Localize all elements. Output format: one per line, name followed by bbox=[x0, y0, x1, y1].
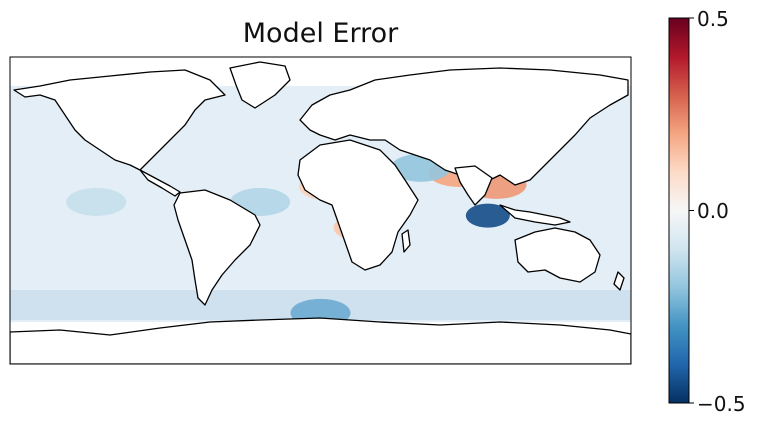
central-america-outline bbox=[139, 169, 181, 197]
greenland-outline bbox=[229, 61, 291, 109]
antarctica-outline bbox=[10, 317, 631, 364]
colorbar-label-max: 0.5 bbox=[697, 7, 729, 31]
south-america-outline bbox=[173, 189, 261, 306]
north-america-outline bbox=[13, 69, 226, 171]
colorbar-ticks bbox=[689, 17, 694, 404]
error-cell-10 bbox=[66, 187, 127, 216]
india-outline bbox=[454, 165, 493, 206]
africa-outline bbox=[297, 139, 419, 271]
new-zealand-outline bbox=[613, 271, 625, 291]
coastlines bbox=[10, 61, 631, 364]
colorbar bbox=[668, 17, 690, 404]
error-cell-7 bbox=[465, 203, 510, 228]
australia-outline bbox=[514, 227, 601, 283]
madagascar-outline bbox=[401, 229, 411, 253]
map-frame bbox=[9, 56, 632, 365]
chart-title: Model Error bbox=[242, 18, 399, 49]
colorbar-label-zero: 0.0 bbox=[697, 199, 729, 223]
map-area bbox=[10, 57, 631, 364]
indonesia-outline bbox=[499, 204, 571, 226]
colorbar-label-min: −0.5 bbox=[697, 392, 746, 416]
eurasia-outline bbox=[299, 67, 629, 186]
